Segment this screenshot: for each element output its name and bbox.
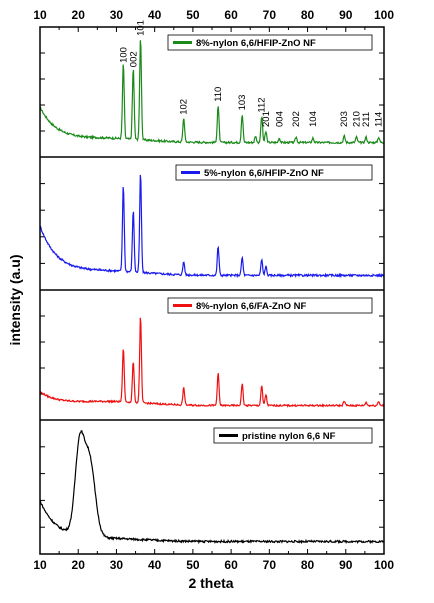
peak-label: 210 [352, 111, 363, 127]
x-tick-label-bottom: 70 [263, 558, 277, 572]
x-tick-label-top: 10 [33, 8, 47, 22]
legend-box [175, 164, 373, 181]
legend-label: 5%-nylon 6,6/HFIP-ZnO NF [204, 168, 324, 179]
peak-label: 100 [118, 47, 129, 63]
x-tick-label-bottom: 10 [33, 558, 47, 572]
x-tick-label-top: 90 [339, 8, 353, 22]
x-tick-label-bottom: 100 [374, 558, 394, 572]
peak-label: 114 [374, 112, 385, 127]
x-tick-label-top: 100 [374, 8, 394, 22]
peak-label: 112 [257, 97, 268, 112]
x-tick-label-top: 30 [110, 8, 124, 22]
legend-box [167, 297, 373, 314]
panel-4: pristine nylon 6,6 NF [39, 419, 385, 545]
peak-label: 004 [274, 111, 285, 127]
y-axis-title: intensity (a.u) [7, 254, 23, 345]
legend-box [213, 427, 373, 444]
x-tick-label-bottom: 20 [72, 558, 86, 572]
x-tick-label-top: 40 [148, 8, 162, 22]
peak-label: 104 [308, 111, 319, 127]
peak-label: 203 [339, 111, 350, 127]
x-tick-label-bottom: 90 [339, 558, 353, 572]
peak-label: 101 [136, 20, 147, 36]
panels: 8%-nylon 6,6/HFIP-ZnO NF 100 002 101 102 110 1… [39, 20, 385, 545]
x-axis-title: 2 theta [188, 575, 233, 591]
x-tick-label-top: 50 [186, 8, 200, 22]
x-tick-label-top: 60 [224, 8, 238, 22]
bottom-tick-labels: 10 20 30 40 50 60 70 80 90 100 [33, 558, 394, 572]
legend-box [167, 34, 373, 51]
peak-label: 103 [237, 95, 248, 111]
x-tick-label-bottom: 30 [110, 558, 124, 572]
x-tick-label-bottom: 80 [301, 558, 315, 572]
x-tick-label-bottom: 50 [186, 558, 200, 572]
x-tick-label-bottom: 60 [224, 558, 238, 572]
top-tick-labels: 10 20 30 40 50 60 70 80 90 100 [33, 8, 394, 22]
legend-label: 8%-nylon 6,6/HFIP-ZnO NF [196, 38, 316, 49]
peak-label: 211 [361, 112, 372, 127]
x-tick-label-top: 20 [72, 8, 86, 22]
peak-label: 002 [128, 51, 139, 67]
peak-label: 110 [213, 87, 224, 102]
axes-frame [39, 26, 385, 555]
series-line-4 [39, 430, 385, 545]
peak-label: 102 [179, 99, 190, 115]
x-tick-label-bottom: 40 [148, 558, 162, 572]
panel-3: 8%-nylon 6,6/FA-ZnO NF [39, 289, 385, 408]
legend-label: pristine nylon 6,6 NF [242, 431, 336, 442]
panel-2: 5%-nylon 6,6/HFIP-ZnO NF [39, 156, 385, 279]
x-tick-label-top: 70 [263, 8, 277, 22]
panel-1: 8%-nylon 6,6/HFIP-ZnO NF 100 002 101 102 110 1… [39, 20, 385, 145]
series-line-2 [39, 174, 385, 279]
series-line-1 [39, 40, 385, 145]
peak-label: 202 [291, 111, 302, 127]
series-line-3 [39, 317, 385, 408]
legend-label: 8%-nylon 6,6/FA-ZnO NF [196, 301, 307, 312]
x-tick-label-top: 80 [301, 8, 315, 22]
peak-label: 201 [261, 111, 272, 127]
